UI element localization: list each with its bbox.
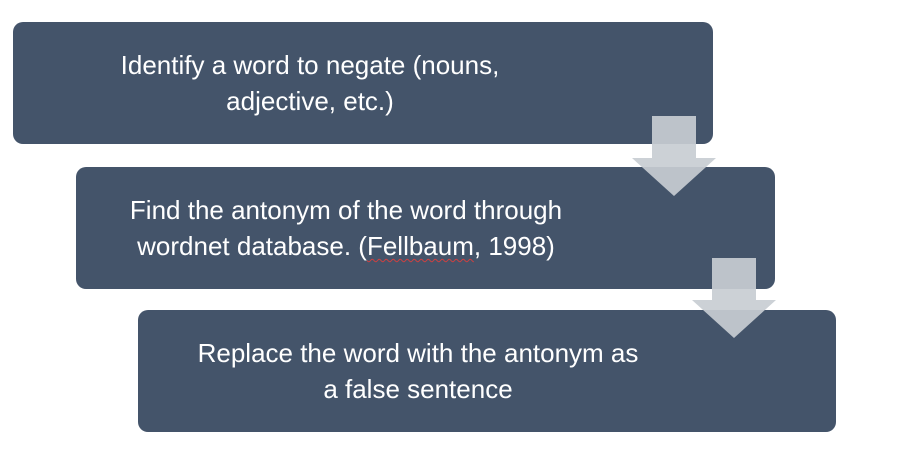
step-2-text: Find the antonym of the word through wor…: [66, 192, 626, 264]
step-1-text: Identify a word to negate (nouns, adject…: [10, 47, 610, 119]
step-2-line-2-end: , 1998): [473, 231, 555, 261]
down-arrow-icon: [692, 258, 776, 338]
down-arrow-icon: [632, 116, 716, 196]
step-3-line-1: Replace the word with the antonym as: [197, 338, 639, 368]
step-1-line-1: Identify a word to negate (nouns,: [120, 50, 500, 80]
step-2-line-2-start: wordnet database. (: [137, 231, 367, 261]
step-2-line-1: Find the antonym of the word through: [129, 195, 563, 225]
step-3-box: Replace the word with the antonym as a f…: [138, 310, 836, 432]
step-2-box: Find the antonym of the word through wor…: [76, 167, 775, 289]
step-3-text: Replace the word with the antonym as a f…: [138, 335, 698, 407]
step-1-line-2: adjective, etc.): [226, 86, 394, 116]
spellcheck-flagged-word[interactable]: Fellbaum: [366, 231, 474, 261]
step-1-box: Identify a word to negate (nouns, adject…: [13, 22, 713, 144]
step-3-line-2: a false sentence: [323, 374, 513, 404]
